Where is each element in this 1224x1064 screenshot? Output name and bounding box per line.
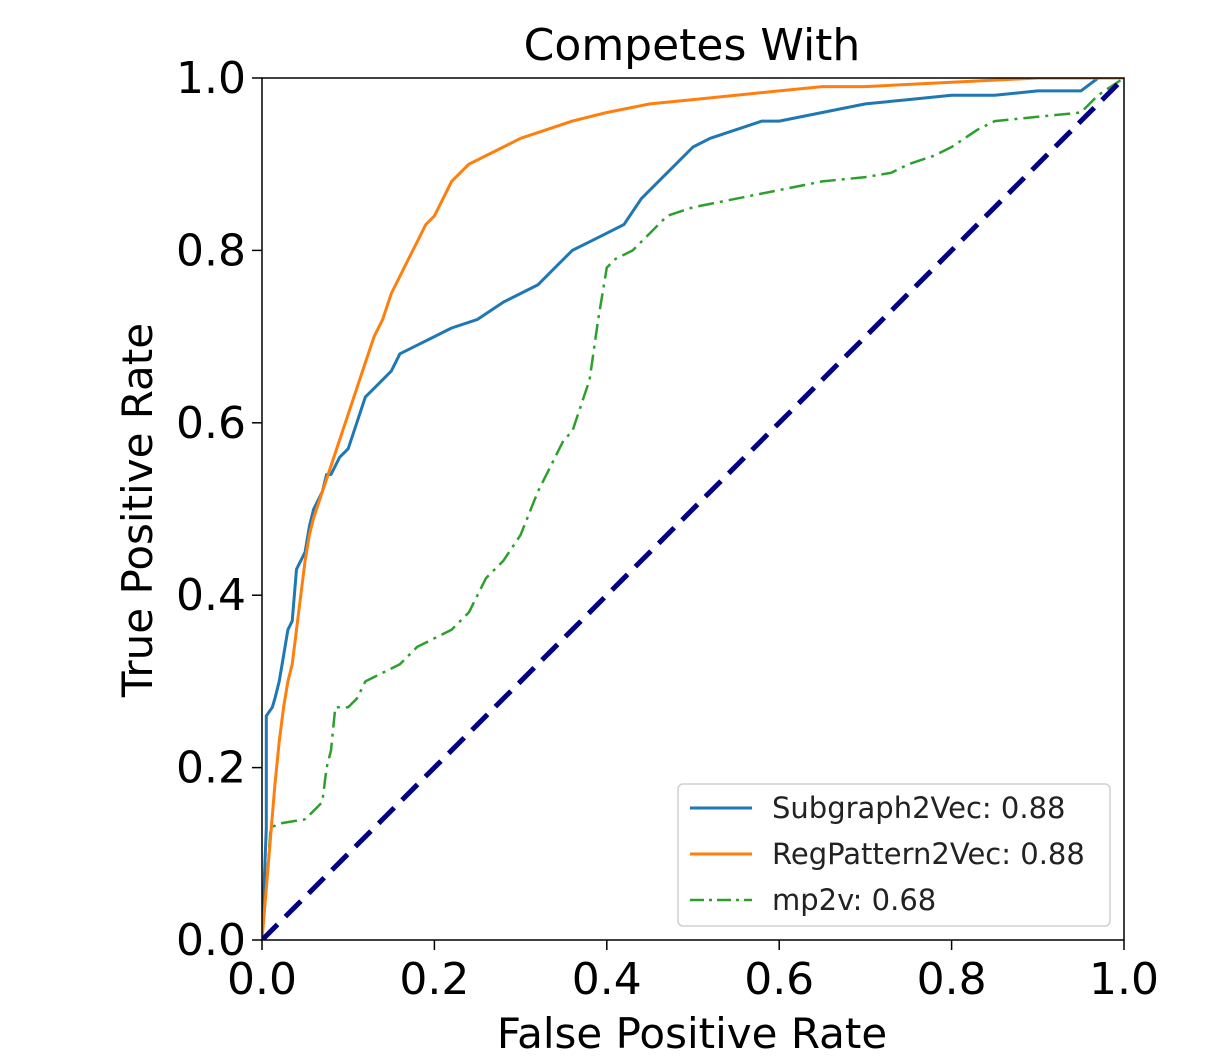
x-tick-label: 0.8 [917, 954, 987, 1005]
y-tick-label: 0.0 [176, 915, 246, 966]
chart-title: Competes With [524, 20, 861, 71]
series-line-mp2v [262, 78, 1124, 940]
legend-label-regpattern2vec: RegPattern2Vec: 0.88 [772, 837, 1085, 871]
y-axis: 0.0 0.2 0.4 0.6 0.8 1.0 [176, 53, 262, 966]
y-axis-label: True Positive Rate [113, 323, 162, 698]
plot-area-frame [261, 77, 1125, 941]
x-tick-label: 0.6 [744, 954, 814, 1005]
x-axis: 0.0 0.2 0.4 0.6 0.8 1.0 [227, 940, 1159, 1005]
legend-label-subgraph2vec: Subgraph2Vec: 0.88 [772, 791, 1065, 825]
chance-diagonal-line [262, 78, 1124, 940]
legend-label-mp2v: mp2v: 0.68 [772, 883, 936, 917]
series-line-subgraph2vec [262, 78, 1124, 940]
x-tick-label: 0.0 [227, 954, 297, 1005]
x-tick-label: 0.2 [399, 954, 469, 1005]
legend: Subgraph2Vec: 0.88 RegPattern2Vec: 0.88 … [677, 783, 1111, 927]
series-layer [262, 78, 1124, 940]
x-tick-label: 0.4 [572, 954, 642, 1005]
x-axis-label: False Positive Rate [497, 1009, 887, 1058]
y-tick-label: 0.8 [176, 225, 246, 276]
y-tick-label: 0.4 [176, 570, 246, 621]
series-line-regpattern2vec [262, 78, 1124, 940]
y-tick-label: 1.0 [176, 53, 246, 104]
legend-box [677, 783, 1111, 927]
y-tick-label: 0.6 [176, 398, 246, 449]
x-tick-label: 1.0 [1089, 954, 1159, 1005]
y-tick-label: 0.2 [176, 743, 246, 794]
